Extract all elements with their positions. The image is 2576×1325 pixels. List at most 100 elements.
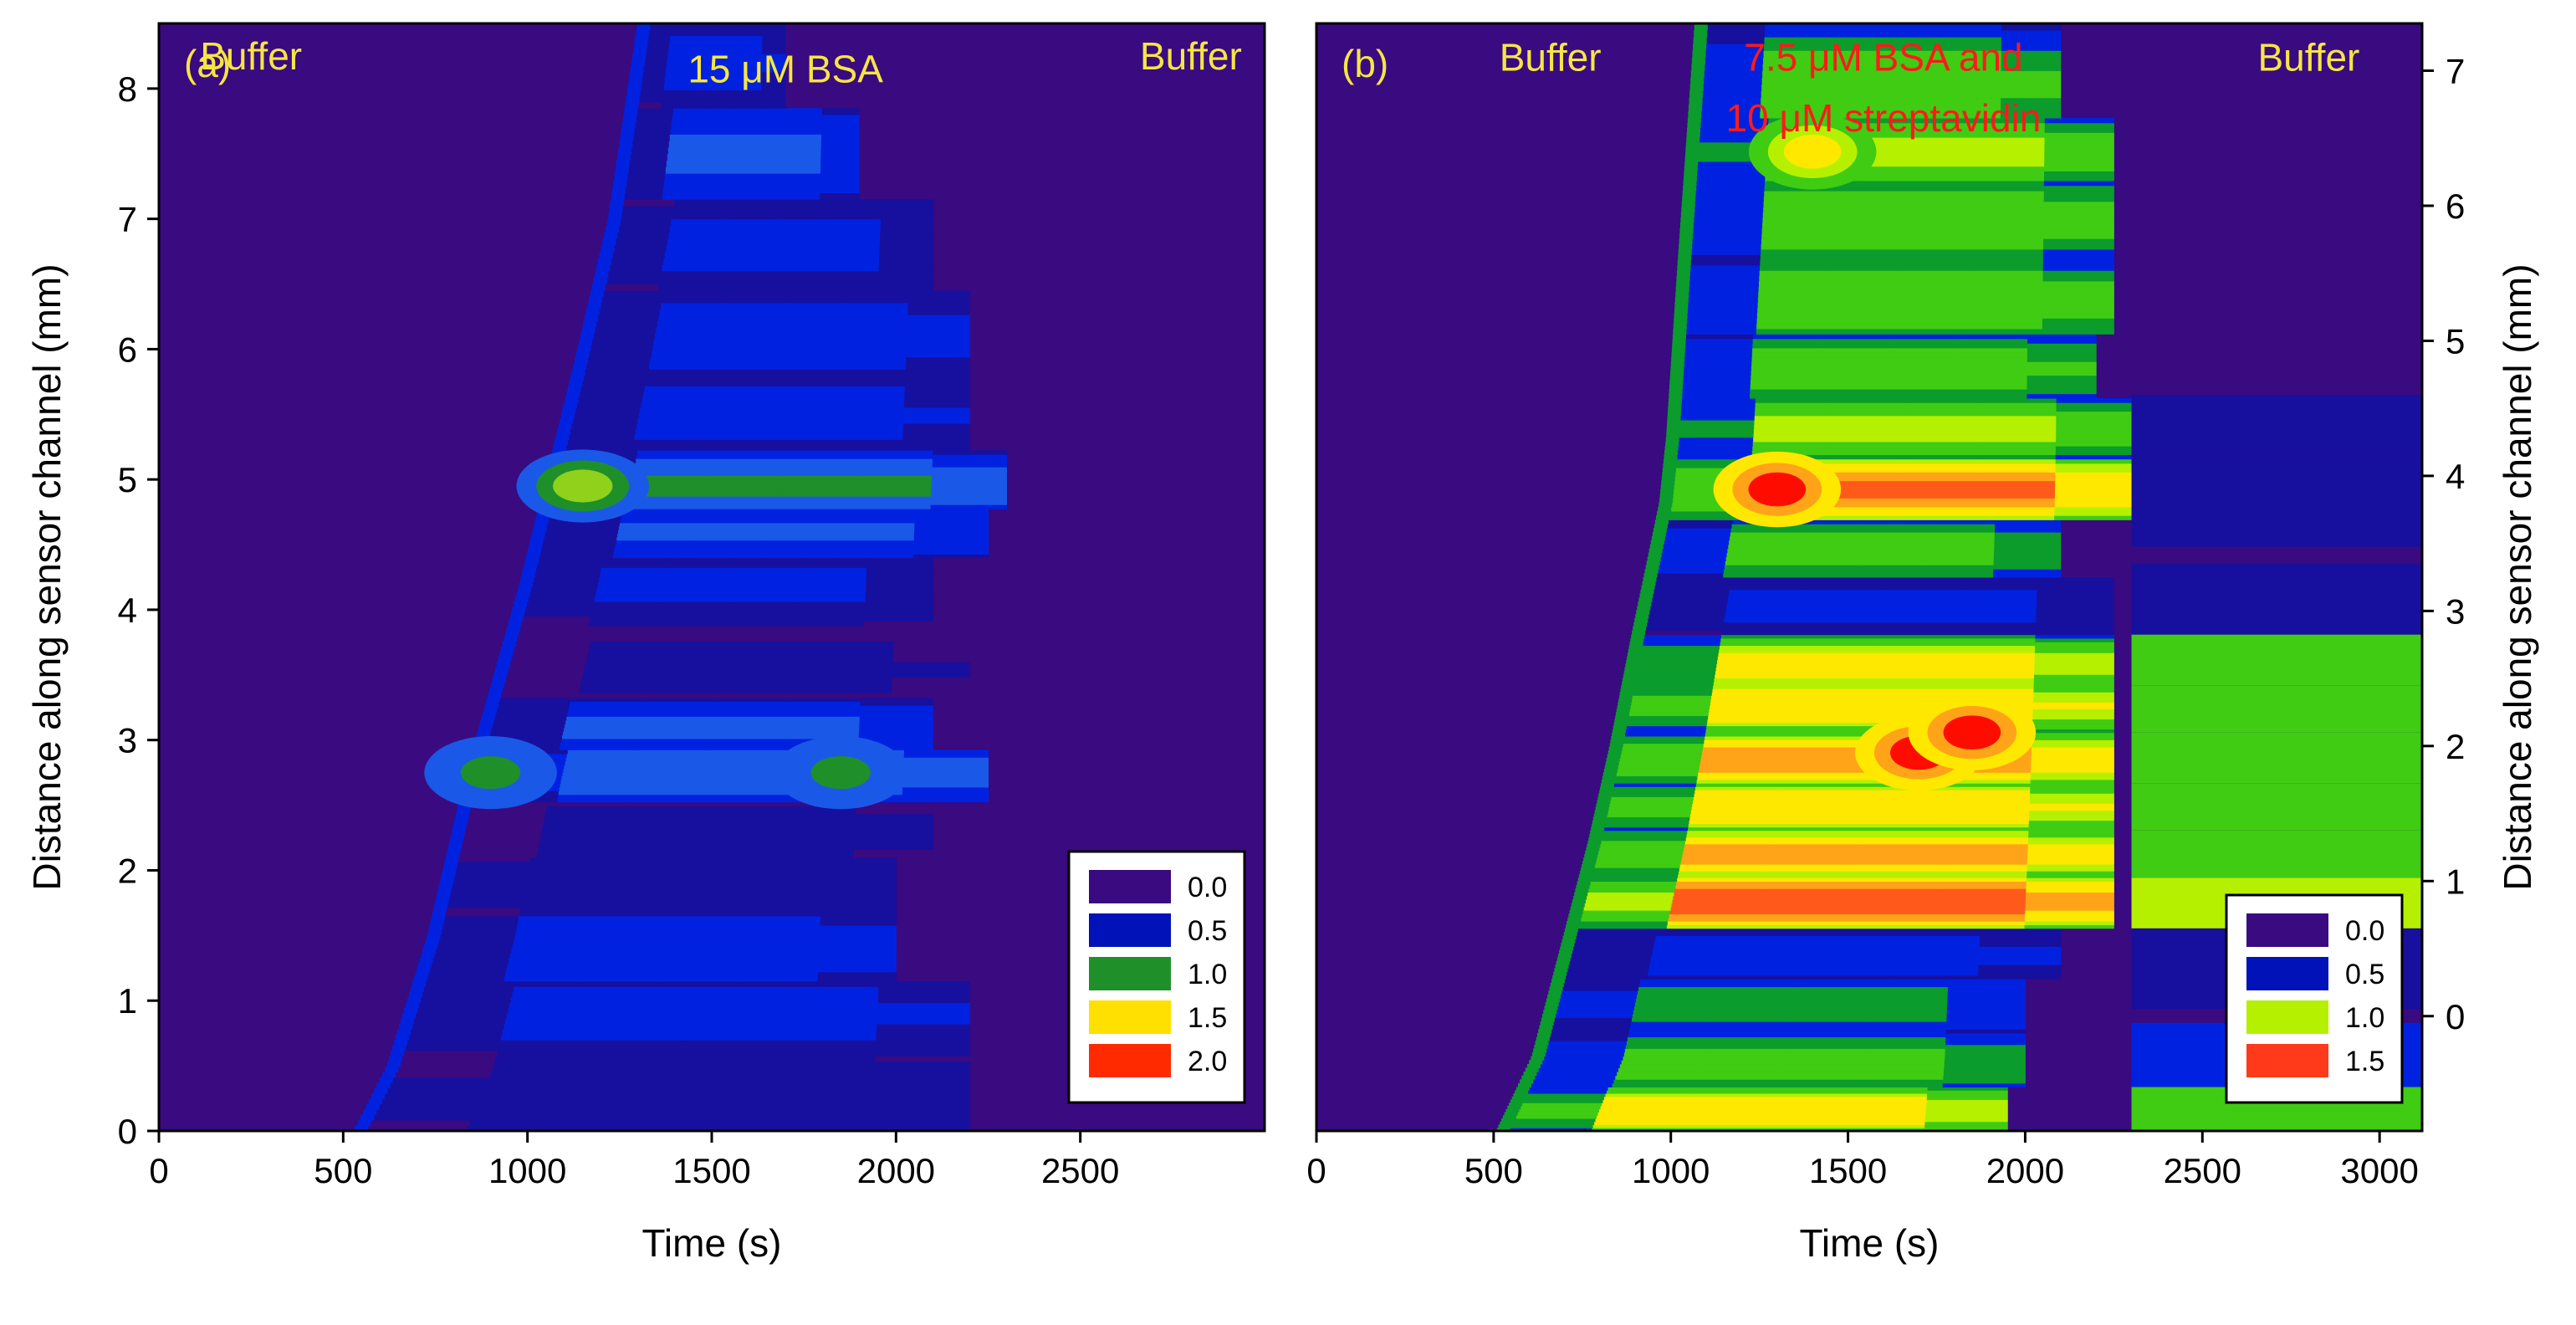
- heatmap-cell: [636, 108, 674, 115]
- heatmap-cell: [698, 833, 777, 838]
- heatmap-cell: [1947, 768, 2032, 773]
- heatmap-cell: [1629, 702, 1711, 706]
- heatmap-cell: [519, 581, 533, 588]
- heatmap-cell: [769, 270, 825, 279]
- heatmap-cell: [736, 84, 762, 91]
- heatmap-cell: [1566, 924, 1580, 929]
- heatmap-cell: [761, 59, 786, 67]
- heatmap-cell: [609, 258, 664, 265]
- heatmap-cell: [709, 463, 785, 468]
- heatmap-cell: [584, 315, 598, 321]
- heatmap-cell: [1904, 166, 1975, 171]
- heatmap-cell: [1519, 1106, 1602, 1110]
- heatmap-cell: [1958, 618, 2037, 623]
- heatmap-cell: [658, 315, 722, 321]
- heatmap-cell: [663, 179, 704, 187]
- heatmap-cell: [839, 543, 914, 548]
- heatmap-cell: [688, 1034, 783, 1041]
- heatmap-cell: [634, 742, 710, 747]
- heatmap-cell: [772, 1104, 871, 1110]
- heatmap-cell: [635, 739, 711, 743]
- heatmap-cell: [1835, 166, 1906, 171]
- heatmap-cell: [1643, 634, 1722, 639]
- heatmap-cell: [1945, 1036, 2026, 1041]
- heatmap-cell: [672, 206, 726, 213]
- heatmap-cell: [1627, 712, 1710, 716]
- heatmap-cell: [1668, 402, 1682, 407]
- heatmap-cell: [1626, 719, 1709, 724]
- heatmap-cell: [1794, 544, 1862, 550]
- heatmap-cell: [784, 1018, 877, 1025]
- heatmap-cell: [1929, 519, 1996, 524]
- heatmap-cell: [1511, 1096, 1526, 1101]
- heatmap-cell: [1890, 334, 1960, 340]
- heatmap-cell: [800, 562, 867, 568]
- heatmap-cell: [717, 23, 741, 30]
- heatmap-cell: [545, 522, 621, 527]
- heatmap-cell: [2032, 712, 2114, 716]
- heatmap-cell: [1592, 867, 1680, 872]
- heatmap-cell: [1684, 166, 1698, 171]
- heatmap-cell: [1902, 238, 1974, 245]
- heatmap-cell: [1703, 743, 1786, 748]
- heatmap-cell: [1642, 581, 1656, 586]
- heatmap-cell: [1708, 1029, 1788, 1034]
- heatmap-cell: [420, 991, 513, 998]
- heatmap-cell: [514, 939, 591, 944]
- legend-label: 1.0: [1188, 959, 1227, 990]
- heatmap-cell: [1688, 280, 1760, 287]
- heatmap-cell: [912, 554, 989, 559]
- heatmap-cell: [697, 841, 776, 847]
- heatmap-cell: [1545, 1048, 1626, 1053]
- heatmap-cell: [441, 925, 518, 931]
- heatmap-cell: [1592, 816, 1607, 821]
- heatmap-cell: [621, 512, 696, 517]
- heatmap-cell: [1874, 674, 1955, 679]
- heatmap-cell: [2032, 698, 2114, 703]
- heatmap-cell: [1759, 1121, 1843, 1126]
- heatmap-cell: [1614, 719, 1628, 724]
- heatmap-cell: [1570, 906, 1584, 911]
- heatmap-cell: [691, 54, 716, 60]
- heatmap-cell: [820, 920, 897, 926]
- heatmap-cell: [864, 606, 933, 612]
- heatmap-cell: [1690, 810, 1776, 815]
- heatmap-cell: [907, 315, 970, 321]
- heatmap-cell: [1791, 565, 1860, 570]
- heatmap-cell: [1979, 935, 2062, 940]
- heatmap-cell: [906, 339, 970, 345]
- heatmap-cell: [1832, 223, 1904, 229]
- heatmap-cell: [1526, 1063, 1541, 1068]
- heatmap-cell: [1941, 847, 2029, 852]
- heatmap-cell: [902, 423, 970, 430]
- heatmap-cell: [621, 515, 695, 520]
- heatmap-cell: [1859, 556, 1928, 561]
- heatmap-cell: [534, 567, 602, 573]
- heatmap-cell: [1507, 1106, 1521, 1110]
- heatmap-cell: [1588, 881, 1677, 886]
- heatmap-cell: [463, 829, 543, 835]
- heatmap-cell: [1645, 565, 1659, 570]
- y-tick-label: 5: [2446, 321, 2465, 361]
- heatmap-cell: [1940, 871, 2027, 875]
- heatmap-cell: [771, 412, 838, 419]
- heatmap-cell: [506, 626, 520, 632]
- heatmap-cell: [1902, 476, 1980, 482]
- heatmap-cell: [1683, 180, 1697, 187]
- heatmap-cell: [1904, 428, 1981, 434]
- annotation-text: 10 μM streptavidin: [1726, 96, 2042, 140]
- heatmap-cell: [1974, 176, 2045, 182]
- heatmap-cell: [1710, 705, 1791, 709]
- heatmap-cell: [1618, 754, 1702, 759]
- heatmap-cell: [363, 1109, 377, 1116]
- heatmap-cell: [1533, 1075, 1616, 1080]
- heatmap-cell: [1664, 528, 1732, 533]
- x-axis-label: Time (s): [642, 1221, 782, 1265]
- heatmap-cell: [1533, 1048, 1547, 1053]
- heatmap-cell: [739, 23, 764, 30]
- heatmap-cell: [519, 911, 595, 917]
- heatmap-cell: [1853, 871, 1940, 875]
- heatmap-cell: [1861, 544, 1929, 550]
- heatmap-cell: [708, 467, 784, 472]
- heatmap-cell: [1784, 1052, 1866, 1057]
